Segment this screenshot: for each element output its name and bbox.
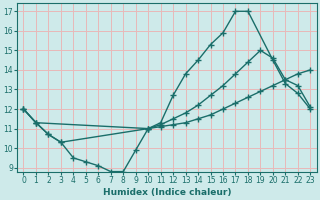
X-axis label: Humidex (Indice chaleur): Humidex (Indice chaleur): [103, 188, 231, 197]
